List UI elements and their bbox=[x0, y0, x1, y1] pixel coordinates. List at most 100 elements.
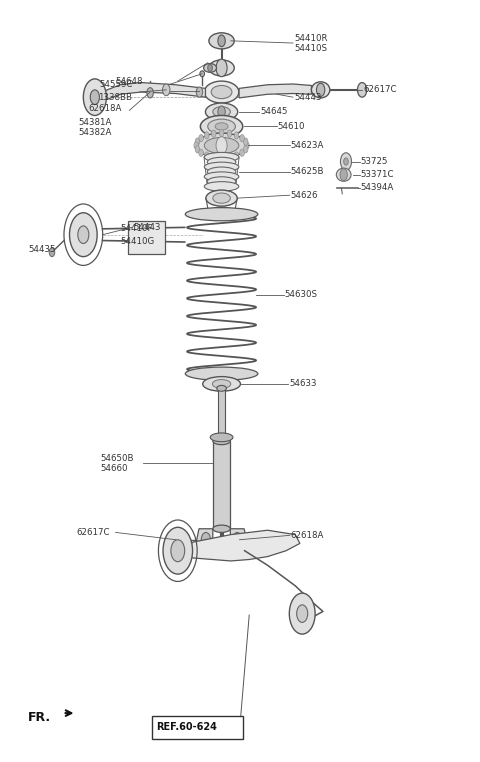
Ellipse shape bbox=[207, 167, 236, 177]
Text: 54559C: 54559C bbox=[99, 80, 133, 89]
Circle shape bbox=[196, 87, 203, 98]
Ellipse shape bbox=[196, 133, 247, 158]
Ellipse shape bbox=[215, 123, 228, 130]
Ellipse shape bbox=[206, 190, 237, 207]
Circle shape bbox=[316, 83, 325, 97]
Text: 54660: 54660 bbox=[101, 464, 128, 473]
Ellipse shape bbox=[203, 376, 240, 391]
Circle shape bbox=[194, 142, 199, 149]
Circle shape bbox=[84, 79, 107, 116]
Ellipse shape bbox=[200, 116, 243, 137]
Text: 62617C: 62617C bbox=[363, 85, 397, 94]
Text: 54394A: 54394A bbox=[361, 184, 394, 192]
Ellipse shape bbox=[200, 71, 204, 77]
Ellipse shape bbox=[204, 63, 216, 72]
Text: 62617C: 62617C bbox=[76, 528, 110, 537]
Ellipse shape bbox=[209, 33, 234, 49]
Text: 1338BB: 1338BB bbox=[98, 93, 132, 101]
Text: 54410S: 54410S bbox=[294, 44, 327, 53]
Ellipse shape bbox=[204, 181, 239, 191]
Ellipse shape bbox=[185, 207, 258, 221]
Text: REF.60-624: REF.60-624 bbox=[156, 722, 217, 732]
Polygon shape bbox=[197, 529, 213, 551]
Polygon shape bbox=[213, 441, 230, 529]
Ellipse shape bbox=[204, 81, 239, 103]
Circle shape bbox=[297, 605, 308, 623]
Circle shape bbox=[243, 146, 248, 153]
Text: 54435: 54435 bbox=[28, 245, 56, 254]
Ellipse shape bbox=[205, 103, 238, 120]
Text: 54630S: 54630S bbox=[285, 290, 318, 299]
Circle shape bbox=[78, 226, 89, 244]
Text: 54626: 54626 bbox=[291, 190, 318, 200]
Circle shape bbox=[240, 149, 244, 156]
Text: 54410R: 54410R bbox=[294, 34, 328, 43]
Text: 54382A: 54382A bbox=[79, 128, 112, 137]
Circle shape bbox=[340, 152, 351, 171]
Ellipse shape bbox=[204, 172, 239, 181]
Circle shape bbox=[227, 130, 232, 137]
Circle shape bbox=[204, 152, 209, 159]
Text: 54381A: 54381A bbox=[79, 117, 112, 126]
Circle shape bbox=[178, 535, 185, 545]
Circle shape bbox=[211, 130, 216, 137]
Text: 54648: 54648 bbox=[116, 76, 143, 85]
Ellipse shape bbox=[217, 386, 227, 391]
Circle shape bbox=[147, 88, 154, 98]
Ellipse shape bbox=[207, 157, 236, 167]
Circle shape bbox=[208, 64, 212, 72]
Circle shape bbox=[216, 136, 227, 154]
Circle shape bbox=[227, 154, 232, 161]
Circle shape bbox=[90, 90, 99, 104]
Ellipse shape bbox=[209, 60, 234, 76]
Circle shape bbox=[340, 169, 348, 181]
Text: 54410G: 54410G bbox=[120, 237, 155, 246]
Circle shape bbox=[289, 593, 315, 634]
Text: 54443: 54443 bbox=[133, 223, 161, 232]
Circle shape bbox=[234, 152, 239, 159]
Circle shape bbox=[163, 84, 170, 96]
Circle shape bbox=[195, 138, 200, 146]
Polygon shape bbox=[102, 82, 205, 101]
Ellipse shape bbox=[213, 193, 230, 203]
Ellipse shape bbox=[209, 207, 234, 219]
Ellipse shape bbox=[213, 437, 230, 445]
Circle shape bbox=[243, 138, 248, 146]
Text: 54443: 54443 bbox=[294, 93, 322, 101]
Circle shape bbox=[211, 154, 216, 161]
Circle shape bbox=[219, 130, 224, 136]
Circle shape bbox=[344, 158, 348, 165]
Ellipse shape bbox=[213, 107, 230, 117]
FancyBboxPatch shape bbox=[128, 221, 165, 255]
Text: 54623A: 54623A bbox=[291, 141, 324, 150]
Ellipse shape bbox=[204, 152, 239, 162]
Text: 62618A: 62618A bbox=[88, 104, 121, 114]
Circle shape bbox=[199, 134, 204, 142]
Circle shape bbox=[171, 539, 185, 562]
Circle shape bbox=[70, 213, 97, 257]
Ellipse shape bbox=[185, 367, 258, 380]
Circle shape bbox=[233, 533, 242, 547]
Ellipse shape bbox=[336, 168, 351, 181]
Text: 53371C: 53371C bbox=[361, 170, 394, 179]
Polygon shape bbox=[239, 84, 312, 98]
Text: 54610: 54610 bbox=[278, 122, 305, 131]
Circle shape bbox=[201, 533, 211, 547]
Ellipse shape bbox=[204, 137, 239, 153]
Ellipse shape bbox=[207, 177, 236, 186]
Text: 54645: 54645 bbox=[261, 107, 288, 117]
Ellipse shape bbox=[212, 379, 231, 389]
Ellipse shape bbox=[210, 433, 233, 442]
Ellipse shape bbox=[213, 525, 230, 533]
Text: 54633: 54633 bbox=[289, 379, 317, 389]
Text: 53725: 53725 bbox=[361, 157, 388, 166]
Ellipse shape bbox=[312, 82, 330, 98]
Polygon shape bbox=[230, 529, 246, 551]
Polygon shape bbox=[176, 530, 300, 561]
Circle shape bbox=[218, 106, 225, 117]
Ellipse shape bbox=[211, 85, 232, 98]
Text: 62618A: 62618A bbox=[291, 531, 324, 539]
Text: 54625B: 54625B bbox=[291, 168, 324, 176]
Ellipse shape bbox=[208, 119, 235, 134]
Circle shape bbox=[240, 134, 244, 142]
